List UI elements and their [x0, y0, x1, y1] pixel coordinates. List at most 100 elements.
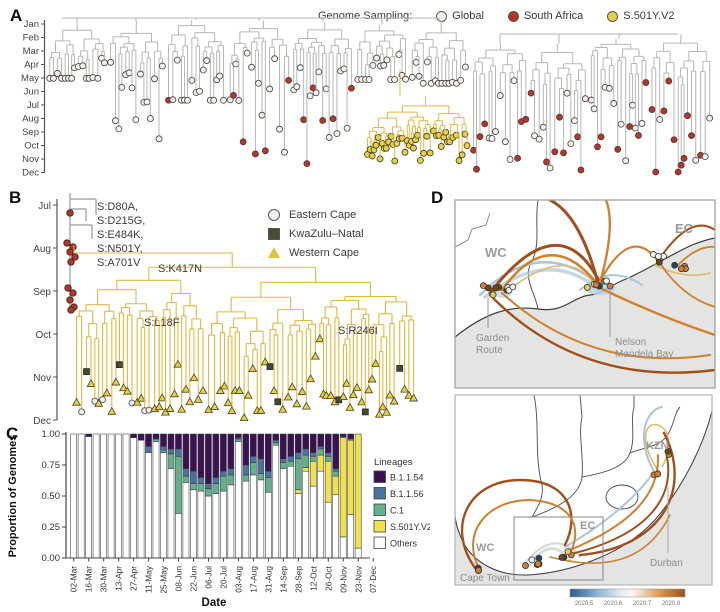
bar-segment [77, 433, 85, 559]
genome-tip [631, 124, 639, 132]
month-tick-label: Jun [24, 87, 39, 98]
genome-tip [112, 117, 119, 125]
bar-segment [152, 441, 160, 559]
bar-segment [130, 437, 137, 559]
bar-segment [167, 433, 175, 450]
genome-tip [303, 160, 311, 168]
genome-tip [410, 144, 417, 152]
western-cape-tip [352, 382, 362, 391]
bar-segment [279, 462, 287, 469]
bar-segment [309, 461, 317, 487]
genome-tip [415, 72, 423, 80]
bar-segment [205, 488, 212, 497]
western-cape-tip [367, 374, 377, 383]
bar-segment [220, 475, 227, 492]
bar-segment [272, 444, 280, 559]
sea [455, 238, 715, 388]
genome-tip [492, 128, 499, 135]
lineage-swatch [373, 520, 386, 533]
bar-segment [130, 433, 137, 438]
genome-tip [53, 70, 61, 77]
genome-tip [107, 58, 115, 66]
western-cape-tip [119, 383, 128, 392]
bar-segment [250, 456, 257, 463]
genome-tip [203, 57, 211, 64]
bar-segment [264, 477, 272, 493]
x-tick-label: 12-Oct [308, 565, 318, 591]
x-tick-label: 11-May [144, 565, 154, 593]
genome-tip [574, 133, 582, 141]
kwazulu-natal-tip [361, 408, 369, 416]
location-dot [606, 282, 614, 290]
genome-tip [420, 149, 428, 157]
legend-item-v2: S.501Y.V2 [607, 10, 674, 22]
region-label-wc: WC [485, 245, 507, 260]
annotation-garden-route: Route [476, 345, 503, 356]
x-tick-label: 09-Nov [338, 565, 348, 593]
mutation-label-r246i: S:R246I [338, 325, 378, 337]
western-cape-tip [223, 398, 233, 407]
x-tick-label: 07-Dec [368, 566, 378, 593]
bar-segment [145, 452, 152, 559]
bar-segment [145, 433, 152, 447]
bar-segment [85, 436, 92, 559]
month-tick-label: Nov [22, 154, 39, 165]
bar-segment [190, 470, 197, 484]
colorbar-tick: 2020.5 [575, 601, 594, 607]
western-cape-tip [342, 378, 352, 387]
month-tick-label: May [21, 73, 39, 84]
bar-segment [279, 433, 287, 460]
genome-tip [412, 58, 420, 66]
genome-tip [642, 79, 650, 86]
western-cape-tip [189, 373, 199, 382]
bar-segment [220, 490, 227, 559]
genome-tip [118, 83, 126, 91]
v2-clade-tree [72, 245, 419, 422]
bar-segment [257, 458, 265, 474]
bar-segment [354, 547, 362, 559]
genome-tip [590, 105, 598, 113]
bar-segment [137, 439, 145, 559]
kwazulu-natal-square-icon [268, 227, 280, 240]
bar-segment [137, 433, 145, 441]
x-tick-label: 30-Mar [99, 566, 109, 593]
genome-tip [452, 131, 460, 139]
genome-tip [169, 96, 177, 104]
genome-tip [501, 138, 509, 146]
western-cape-tip [210, 402, 220, 411]
bar-segment [197, 477, 205, 484]
western-cape-tip [269, 385, 279, 395]
western-cape-label: Western Cape [289, 246, 360, 259]
bar-segment [302, 467, 310, 472]
location-dot [664, 447, 672, 455]
location-dot [528, 556, 536, 564]
legend-item-western-cape: Western Cape [268, 243, 364, 262]
genome-tip [368, 152, 376, 160]
month-tick-label: Feb [23, 33, 39, 44]
western-cape-tip [371, 359, 381, 368]
location-dot [475, 566, 482, 574]
bar-segment [302, 448, 310, 456]
western-cape-triangle-icon [268, 247, 280, 258]
bar-segment [70, 433, 77, 559]
genome-tip [261, 147, 269, 155]
genome-tip [458, 151, 466, 159]
mutation-label-k417n: S:K417N [158, 263, 202, 275]
bar-segment [332, 494, 340, 559]
genome-tip [319, 117, 327, 124]
bar-segment [235, 438, 242, 442]
genome-tip [158, 62, 166, 70]
legend-item-kwazulu-natal: KwaZulu–Natal [268, 224, 364, 243]
genome-tip [137, 70, 144, 78]
province-borders [531, 395, 681, 518]
panel-b-legend: Eastern Cape KwaZulu–Natal Western Cape [268, 205, 364, 262]
western-cape-tip [374, 409, 384, 418]
lineage-swatch [373, 487, 386, 500]
bar-segment [294, 452, 302, 460]
bar-segment [250, 462, 257, 476]
bar-segment [317, 448, 325, 456]
genome-tip [184, 96, 191, 104]
western-cape-tip [234, 385, 244, 394]
genome-tip [701, 153, 709, 161]
western-cape-tip [256, 405, 266, 414]
